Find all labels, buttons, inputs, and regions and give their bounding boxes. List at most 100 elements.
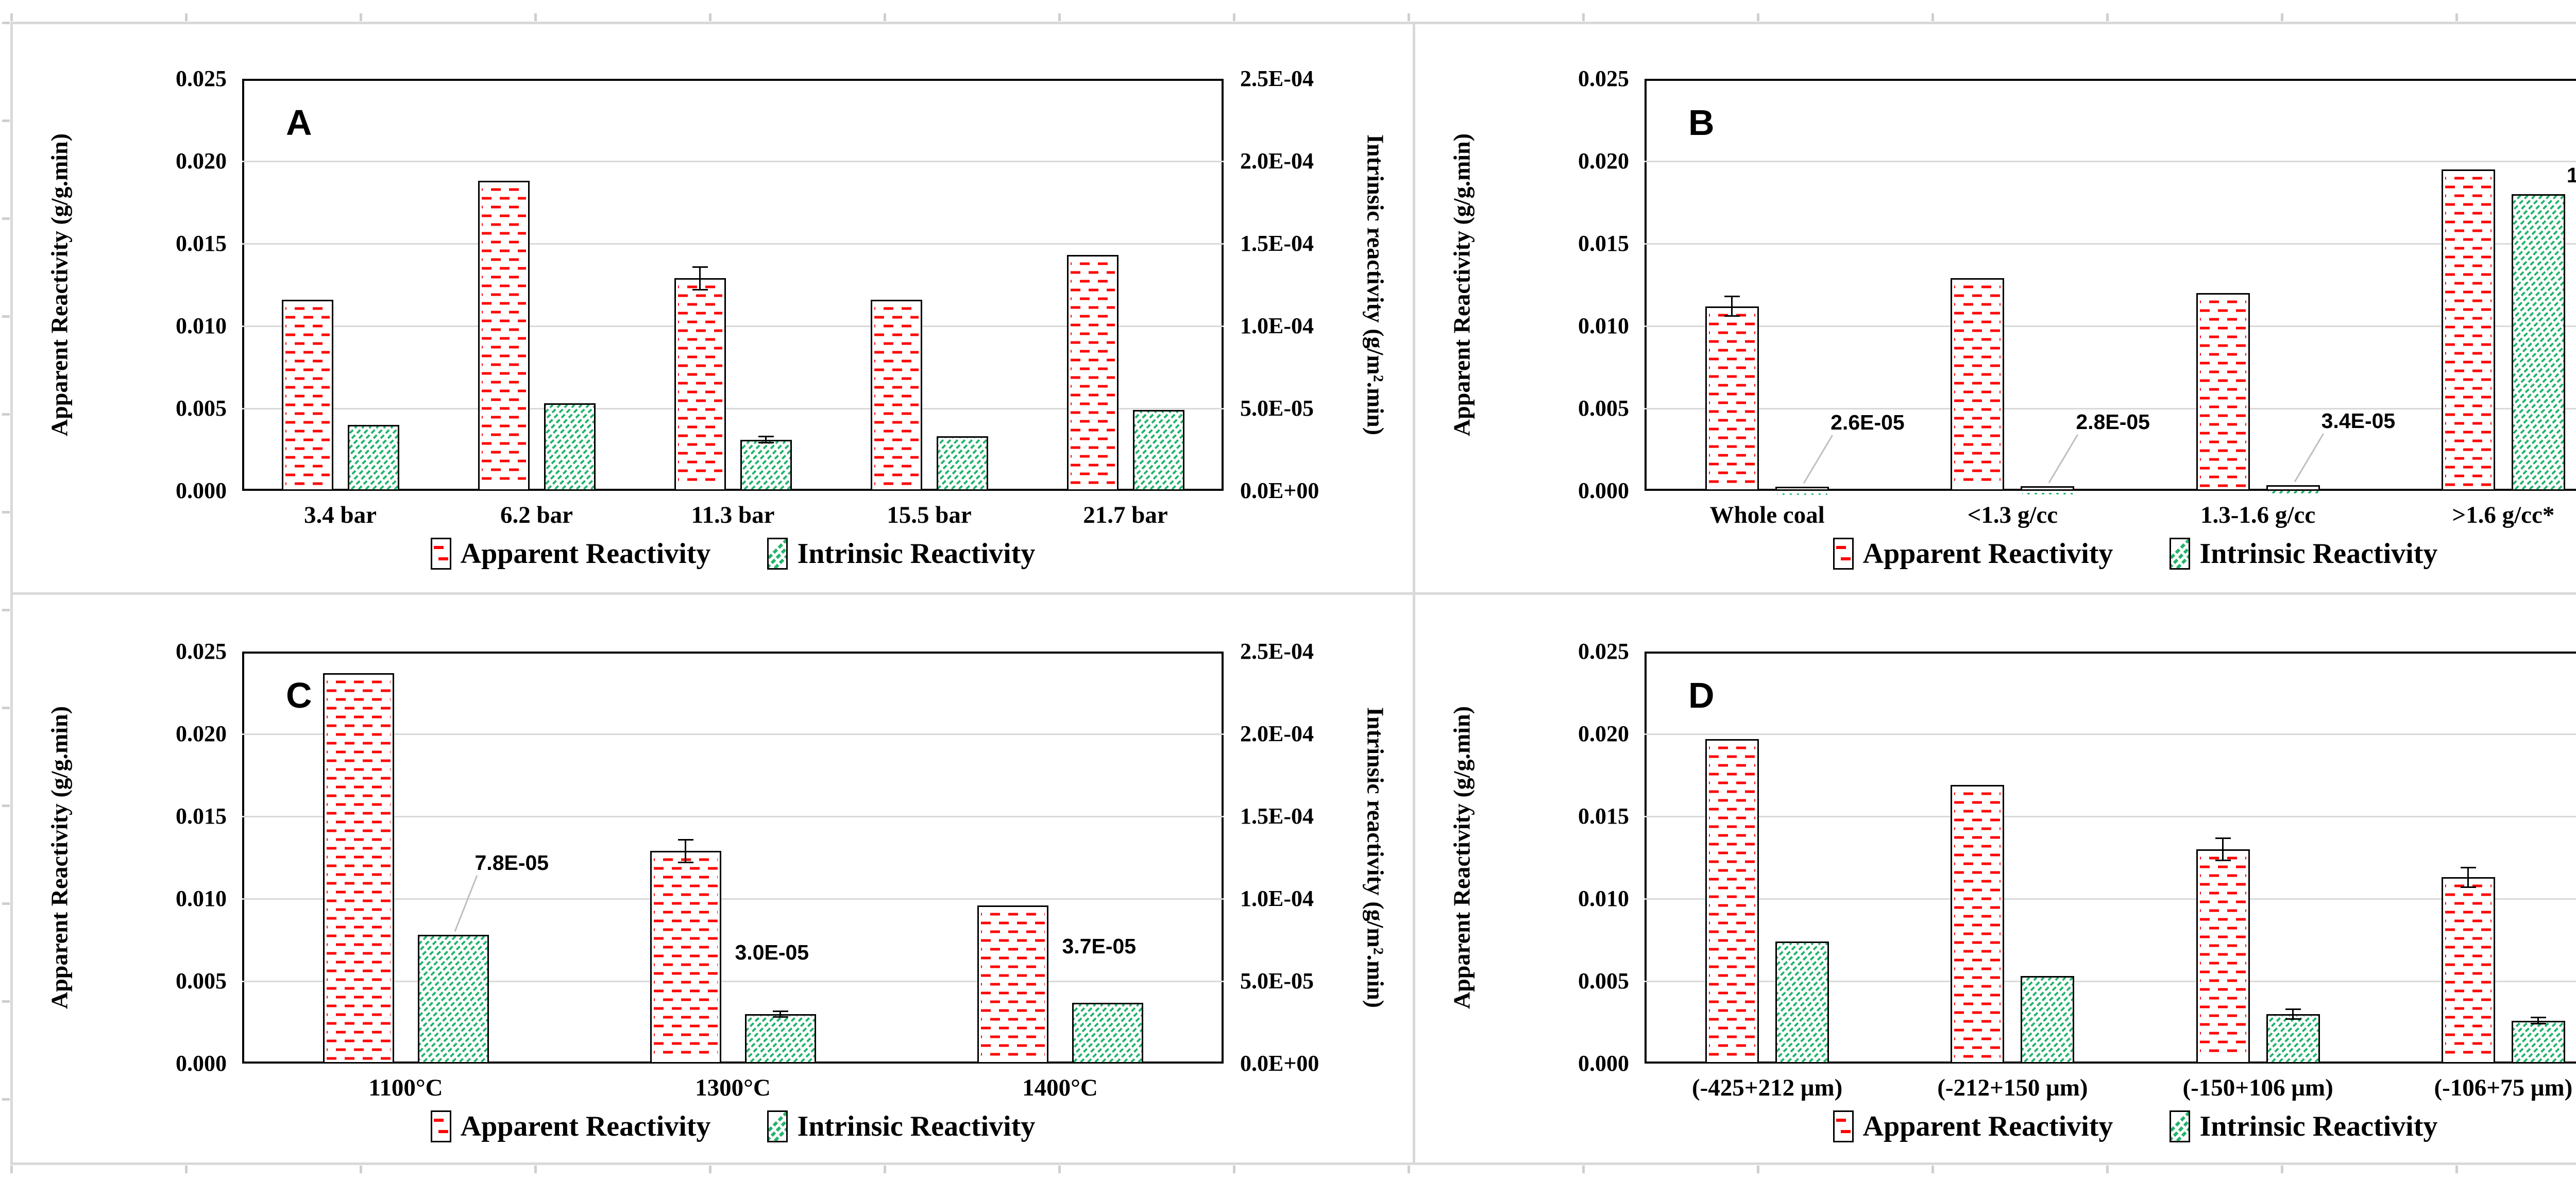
left-tick-label: 0.015 xyxy=(176,803,227,829)
error-bar-cap xyxy=(692,288,708,290)
right-tick-label: 5.0E-05 xyxy=(1240,396,1314,421)
intrinsic-swatch-icon xyxy=(2160,538,2208,570)
right-tick-label: 2.5E-04 xyxy=(1240,66,1314,91)
left-tick-label: 0.025 xyxy=(176,66,227,91)
legend-label-apparent: Apparent Reactivity xyxy=(1862,538,2113,570)
apparent-bar xyxy=(2441,877,2495,1064)
left-tick-label: 0.005 xyxy=(1578,396,1629,421)
grid-line xyxy=(242,326,1224,327)
apparent-bar xyxy=(1951,785,2005,1064)
x-category-label: 15.5 bar xyxy=(887,502,972,528)
error-bar-cap xyxy=(772,1010,788,1012)
panel-letter: A xyxy=(286,102,312,143)
x-category-label: 1300°C xyxy=(695,1074,771,1101)
x-category-label: 3.4 bar xyxy=(304,502,377,528)
intrinsic-bar xyxy=(886,436,1032,491)
left-tick-label: 0.015 xyxy=(176,231,227,256)
grid-line xyxy=(242,161,1224,162)
error-bar-cap xyxy=(677,838,693,841)
apparent-swatch-icon xyxy=(1833,538,1854,570)
grid-line xyxy=(242,408,1224,409)
intrinsic-bar xyxy=(1014,1002,1197,1064)
left-tick-label: 0.015 xyxy=(1578,231,1629,256)
apparent-bar xyxy=(323,673,394,1064)
panel-b: Apparent Reactivity (g/g.min) Intrinsic … xyxy=(1418,25,2576,596)
right-tick-label: 1.0E-04 xyxy=(1240,886,1314,911)
grid-line xyxy=(1645,733,2576,735)
left-tick-label: 0.005 xyxy=(176,396,227,421)
grid-line xyxy=(242,733,1224,735)
apparent-bar xyxy=(281,299,333,491)
legend-item-apparent: Apparent Reactivity xyxy=(430,1110,710,1143)
right-tick-label: 0.0E+00 xyxy=(1240,478,1319,503)
apparent-swatch-icon xyxy=(1833,1110,1854,1142)
apparent-bar xyxy=(977,905,1048,1064)
plot-area xyxy=(1645,79,2576,491)
panel-letter: D xyxy=(1688,675,1715,715)
outer-frame-ticks-top xyxy=(10,13,2576,21)
panel-divider-horizontal xyxy=(10,592,2576,595)
error-bar-stem xyxy=(779,1011,781,1018)
intrinsic-bar xyxy=(1775,486,1829,496)
intrinsic-bar xyxy=(699,1014,855,1064)
intrinsic-bar xyxy=(293,935,607,1064)
apparent-swatch-icon xyxy=(430,1110,451,1142)
intrinsic-bar xyxy=(1056,410,1258,491)
legend-item-intrinsic: Intrinsic Reactivity xyxy=(2160,537,2438,570)
error-bar-cap xyxy=(692,266,708,268)
left-tick-label: 0.000 xyxy=(176,478,227,503)
legend: Apparent Reactivity Intrinsic Reactivity xyxy=(242,537,1224,570)
legend-item-intrinsic: Intrinsic Reactivity xyxy=(757,1110,1036,1143)
intrinsic-swatch-icon xyxy=(757,1110,805,1142)
apparent-bar xyxy=(870,299,922,491)
legend-item-apparent: Apparent Reactivity xyxy=(1833,537,2113,570)
error-bar-cap xyxy=(758,436,774,438)
panel-letter: C xyxy=(286,675,312,715)
apparent-bar xyxy=(674,278,726,491)
error-bar-stem xyxy=(765,436,767,443)
error-bar-stem xyxy=(2537,1017,2539,1024)
panel-letter: B xyxy=(1688,102,1715,143)
error-bar-cap xyxy=(2530,1023,2546,1025)
grid-line xyxy=(242,816,1224,817)
grid-line xyxy=(1645,161,2576,162)
x-category-label: 1.3-1.6 g/cc xyxy=(2200,502,2316,528)
grid-line xyxy=(1645,243,2576,245)
intrinsic-bar xyxy=(1937,976,2153,1064)
error-bar-cap xyxy=(2460,886,2476,888)
error-bar-stem xyxy=(699,266,701,290)
error-bar-cap xyxy=(2530,1017,2546,1019)
legend-label-intrinsic: Intrinsic Reactivity xyxy=(797,538,1036,570)
apparent-bar xyxy=(1066,255,1118,491)
x-category-label: 1400°C xyxy=(1022,1074,1098,1101)
error-bar-cap xyxy=(758,442,774,444)
right-tick-label: 0.0E+00 xyxy=(1240,1051,1319,1076)
left-tick-label: 0.020 xyxy=(1578,721,1629,746)
error-bar-cap xyxy=(2215,860,2231,862)
legend-label-intrinsic: Intrinsic Reactivity xyxy=(2199,538,2438,570)
apparent-bar xyxy=(2196,293,2250,491)
left-tick-label: 0.025 xyxy=(1578,639,1629,664)
error-bar-cap xyxy=(772,1016,788,1018)
left-tick-label: 0.005 xyxy=(176,968,227,994)
legend-item-apparent: Apparent Reactivity xyxy=(430,537,711,570)
legend-label-intrinsic: Intrinsic Reactivity xyxy=(797,1110,1036,1142)
left-tick-label: 0.005 xyxy=(1578,968,1629,994)
x-category-label: (-425+212 μm) xyxy=(1691,1074,1843,1101)
intrinsic-bar xyxy=(2221,1014,2363,1064)
left-tick-label: 0.010 xyxy=(1578,313,1629,338)
legend-label-apparent: Apparent Reactivity xyxy=(460,538,711,570)
data-label: 2.8E-05 xyxy=(2076,410,2150,434)
outer-frame-ticks-left xyxy=(2,22,10,1165)
error-bar-stem xyxy=(2292,1009,2294,1019)
right-axis-title: Intrinsic reactivity (g/m².min) xyxy=(1362,134,1389,436)
right-tick-label: 1.0E-04 xyxy=(1240,313,1314,338)
legend-item-intrinsic: Intrinsic Reactivity xyxy=(757,537,1036,570)
panel-a: Apparent Reactivity (g/g.min) Intrinsic … xyxy=(15,25,1406,596)
data-label: 3.7E-05 xyxy=(1062,934,1137,958)
left-tick-label: 0.015 xyxy=(1578,803,1629,829)
data-label: 2.6E-05 xyxy=(1831,410,1905,434)
x-category-label: 6.2 bar xyxy=(500,502,573,528)
left-tick-label: 0.010 xyxy=(176,886,227,911)
left-axis-title: Apparent Reactivity (g/g.min) xyxy=(46,706,73,1009)
